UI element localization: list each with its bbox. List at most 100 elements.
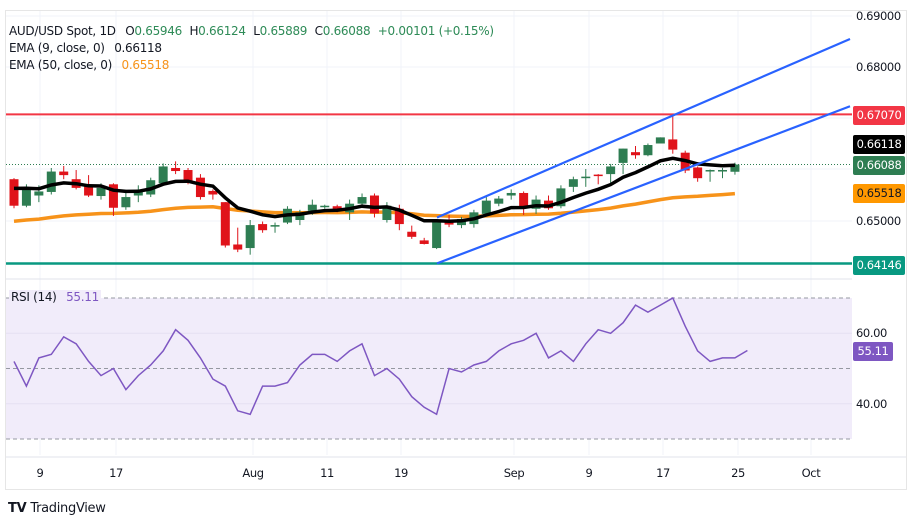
candle-body xyxy=(245,225,255,249)
candle-body xyxy=(183,170,193,182)
x-tick: 17 xyxy=(109,466,123,480)
candle[interactable] xyxy=(519,191,529,215)
candle[interactable] xyxy=(668,114,678,154)
candle[interactable] xyxy=(593,174,603,185)
rsi-value-label: 55.11 xyxy=(853,342,893,361)
candle[interactable] xyxy=(171,161,181,175)
rsi-legend[interactable]: RSI (14) 55.11 xyxy=(9,290,101,304)
close-label: C xyxy=(314,24,323,38)
candle[interactable] xyxy=(46,167,56,195)
rsi-legend-value: 55.11 xyxy=(66,290,99,304)
candle[interactable] xyxy=(581,169,591,187)
ohlc-legend: AUD/USD Spot, 1D O0.65946 H0.66124 L0.65… xyxy=(9,24,494,38)
candle-body xyxy=(258,224,268,231)
ema50-legend-label: EMA (50, close, 0) xyxy=(9,58,112,72)
candle-body xyxy=(59,171,69,176)
candle-body xyxy=(556,188,566,207)
tradingview-logo-icon: TV xyxy=(8,501,27,516)
candle-body xyxy=(195,177,205,198)
x-tick: 9 xyxy=(585,466,593,480)
tradingview-logo[interactable]: TV TradingView xyxy=(8,501,106,516)
candle[interactable] xyxy=(59,165,69,180)
candle-body xyxy=(407,231,417,237)
candle[interactable] xyxy=(195,174,205,200)
candle[interactable] xyxy=(606,163,616,186)
candle[interactable] xyxy=(631,146,640,159)
candle[interactable] xyxy=(71,170,81,190)
chart-frame xyxy=(5,10,907,490)
candle[interactable] xyxy=(9,178,19,209)
candle-body xyxy=(718,170,728,172)
candle-body xyxy=(46,171,56,192)
ema50-legend[interactable]: EMA (50, close, 0) 0.65518 xyxy=(9,58,169,72)
open-value: 0.65946 xyxy=(134,24,182,38)
channel-lower-line[interactable] xyxy=(436,105,851,265)
candle[interactable] xyxy=(369,193,379,218)
candle-body xyxy=(295,212,305,220)
candle[interactable] xyxy=(506,189,516,200)
resistance-price-label: 0.67070 xyxy=(853,106,905,125)
candle[interactable] xyxy=(320,204,330,209)
ema9-price-label: 0.66118 xyxy=(853,135,905,154)
candle-body xyxy=(631,152,640,156)
candle[interactable] xyxy=(407,225,417,239)
candle[interactable] xyxy=(220,202,230,248)
candle[interactable] xyxy=(556,185,566,209)
rsi-levels xyxy=(6,297,852,440)
high-label: H xyxy=(189,24,199,38)
channel-upper-line[interactable] xyxy=(436,37,851,219)
candle-body xyxy=(693,167,703,179)
candle[interactable] xyxy=(245,220,255,255)
high-value: 0.66124 xyxy=(198,24,246,38)
candle-body xyxy=(419,240,429,244)
candle[interactable] xyxy=(419,237,429,245)
symbol-label: AUD/USD Spot, 1D xyxy=(9,24,116,38)
ema50-legend-value: 0.65518 xyxy=(121,58,170,72)
candle-body xyxy=(506,192,516,196)
ema9-legend[interactable]: EMA (9, close, 0) 0.66118 xyxy=(9,41,162,55)
candle-body xyxy=(84,185,94,196)
candle[interactable] xyxy=(655,137,665,144)
candle-body xyxy=(494,198,504,204)
candle[interactable] xyxy=(208,189,218,200)
rsi-legend-label: RSI (14) xyxy=(11,290,57,304)
candle-body xyxy=(332,206,342,210)
candle[interactable] xyxy=(270,222,280,233)
candle[interactable] xyxy=(158,163,168,186)
candle[interactable] xyxy=(295,209,305,226)
candle[interactable] xyxy=(718,167,728,179)
candle[interactable] xyxy=(730,162,740,175)
close-value: 0.66088 xyxy=(322,24,371,38)
x-tick: Oct xyxy=(801,466,821,480)
support-price-label: 0.64146 xyxy=(853,256,905,275)
candle[interactable] xyxy=(481,197,491,215)
candle[interactable] xyxy=(693,166,703,182)
y-tick: 0.68000 xyxy=(856,60,901,74)
candle[interactable] xyxy=(258,221,268,233)
candle-body xyxy=(705,170,715,172)
candle[interactable] xyxy=(233,227,243,253)
candle[interactable] xyxy=(643,143,653,157)
y-tick: 0.65000 xyxy=(856,214,901,228)
x-tick: Sep xyxy=(503,466,525,480)
candle-body xyxy=(382,205,392,220)
candle-body xyxy=(481,200,491,214)
candle-body xyxy=(220,202,230,246)
candle-body xyxy=(171,167,181,172)
x-tick: 19 xyxy=(394,466,408,480)
candle-body xyxy=(394,208,404,225)
ema9-legend-value: 0.66118 xyxy=(114,41,162,55)
candle[interactable] xyxy=(705,169,715,182)
candle-body xyxy=(208,190,218,195)
candle[interactable] xyxy=(568,176,578,192)
candle[interactable] xyxy=(618,148,628,175)
candle-body xyxy=(158,166,168,184)
candle-body xyxy=(730,164,740,172)
candle[interactable] xyxy=(121,190,131,210)
candle[interactable] xyxy=(133,185,143,203)
candle[interactable] xyxy=(357,193,367,206)
candle[interactable] xyxy=(494,196,504,207)
x-tick: 17 xyxy=(656,466,670,480)
candle[interactable] xyxy=(432,218,442,250)
